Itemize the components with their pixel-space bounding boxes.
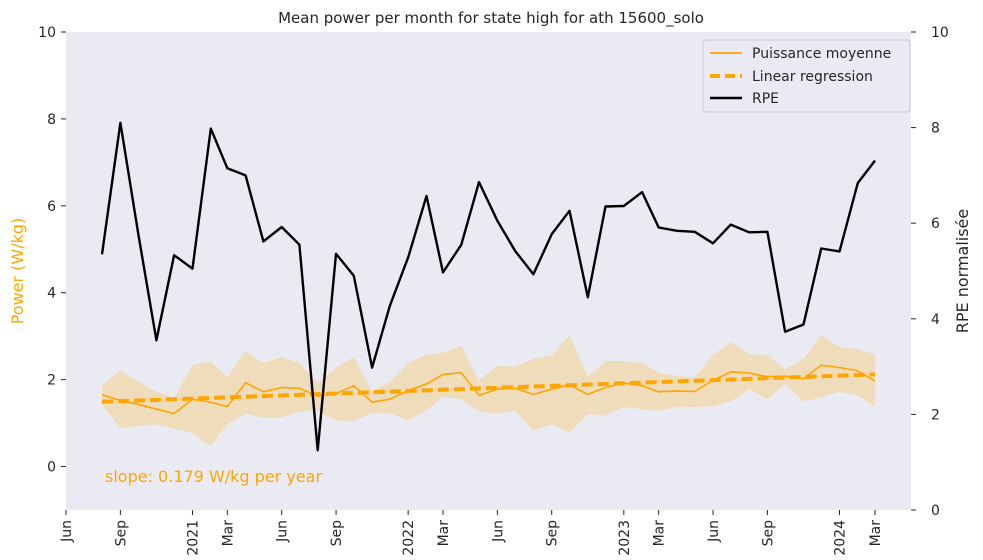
x-tick-label: Jun (706, 520, 722, 543)
series-line-linear-regression (101, 372, 876, 404)
y-right-tick-label: 10 (931, 25, 949, 41)
x-tick-label: Jun (275, 520, 291, 543)
series-line-rpe (100, 121, 876, 452)
y-left-tick-label: 8 (47, 112, 56, 128)
y-left-tick-label: 6 (47, 199, 56, 215)
series-layer (100, 121, 876, 452)
y-left-tick-label: 10 (38, 25, 56, 41)
y-left-tick-label: 2 (47, 373, 56, 389)
x-tick-label: Mar (220, 520, 236, 547)
legend-label-rpe: RPE (752, 91, 779, 107)
x-tick-label: 2024 (833, 520, 849, 556)
x-tick-label: 2022 (401, 520, 417, 556)
y-axis-left-label: Power (W/kg) (8, 218, 27, 325)
x-tick-label: Mar (868, 520, 884, 547)
y-right-tick-label: 6 (931, 216, 940, 232)
x-tick-label: Sep (760, 520, 776, 547)
legend: Puissance moyenne Linear regression RPE (702, 39, 911, 113)
legend-label-power: Puissance moyenne (752, 46, 891, 62)
y-right-tick-label: 4 (931, 312, 940, 328)
y-left-tick-label: 4 (47, 286, 56, 302)
y-right-tick-label: 2 (931, 407, 940, 423)
legend-box (702, 39, 911, 113)
x-tick-label: Jun (59, 520, 75, 543)
tick-layer: 0 2 4 6 8 10 0 2 4 6 8 10 Jun Sep 2021 Mar Jun Sep 2022 Mar… (38, 25, 949, 556)
x-tick-label: 2023 (617, 520, 633, 556)
y-left-tick-label: 0 (47, 460, 56, 476)
std-band-layer (102, 335, 875, 447)
x-tick-label: Jun (490, 520, 506, 543)
y-right-tick-label: 8 (931, 121, 940, 137)
x-tick-label: Sep (113, 520, 129, 547)
x-tick-label: Sep (329, 520, 345, 547)
series-line-puissance-moyenne (101, 364, 876, 415)
x-tick-label: Sep (545, 520, 561, 547)
legend-label-regression: Linear regression (752, 69, 873, 85)
x-tick-label: Mar (652, 520, 668, 547)
y-right-tick-label: 0 (931, 503, 940, 519)
std-band (102, 335, 875, 447)
chart-title: Mean power per month for state high for … (278, 9, 704, 28)
x-tick-label: Mar (436, 520, 452, 547)
y-axis-right-label: RPE normalisée (953, 209, 972, 334)
slope-annotation: slope: 0.179 W/kg per year (105, 467, 322, 486)
x-tick-label: 2021 (186, 520, 202, 556)
